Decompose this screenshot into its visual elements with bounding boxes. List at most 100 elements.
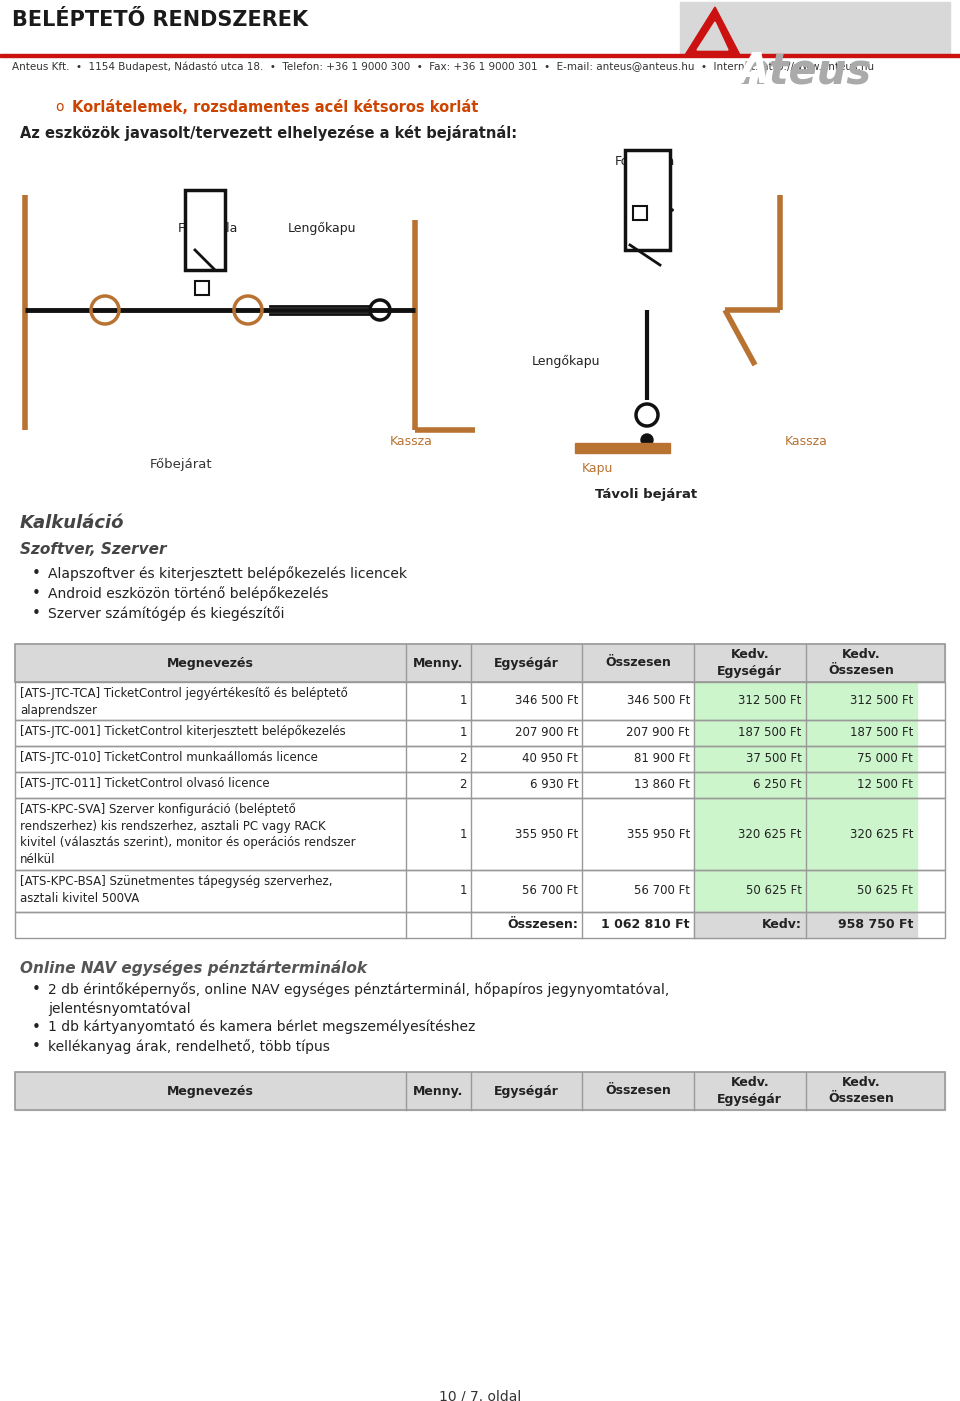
Text: Egységár: Egységár <box>494 657 559 670</box>
Text: 958 750 Ft: 958 750 Ft <box>838 919 913 932</box>
Text: •: • <box>32 607 41 621</box>
Text: Kedv.
Összesen: Kedv. Összesen <box>828 649 894 678</box>
Bar <box>15 644 945 682</box>
Text: Megnevezés: Megnevezés <box>167 657 253 670</box>
Bar <box>15 745 694 772</box>
Bar <box>15 682 945 720</box>
Text: [ATS-JTC-TCA] TicketControl jegyértékesítő és beléptető
alaprendszer: [ATS-JTC-TCA] TicketControl jegyértékesí… <box>20 686 348 717</box>
Bar <box>15 720 945 745</box>
Bar <box>195 282 209 296</box>
Text: nteus: nteus <box>740 50 872 92</box>
Text: 1 db kártyanyomtató és kamera bérlet megszemélyesítéshez: 1 db kártyanyomtató és kamera bérlet meg… <box>48 1020 475 1034</box>
Text: Lengőkapu: Lengőkapu <box>532 354 601 368</box>
Text: Egységár: Egységár <box>494 1084 559 1097</box>
Text: Android eszközön történő belépőkezelés: Android eszközön történő belépőkezelés <box>48 586 328 601</box>
Text: Anteus Kft.  •  1154 Budapest, Nádastó utca 18.  •  Telefon: +36 1 9000 300  •  : Anteus Kft. • 1154 Budapest, Nádastó utc… <box>12 62 875 73</box>
Text: Kalkuláció: Kalkuláció <box>20 514 125 532</box>
Text: Kedv.
Egységár: Kedv. Egységár <box>717 1076 782 1105</box>
Bar <box>15 870 694 912</box>
Bar <box>694 912 917 939</box>
Text: 6 930 Ft: 6 930 Ft <box>530 779 578 792</box>
Text: kellékanyag árak, rendelhető, több típus: kellékanyag árak, rendelhető, több típus <box>48 1040 330 1054</box>
Text: •: • <box>32 566 41 581</box>
Text: Kassza: Kassza <box>785 434 828 448</box>
Text: BELÉPTETŐ RENDSZEREK: BELÉPTETŐ RENDSZEREK <box>12 10 308 29</box>
Text: 40 950 Ft: 40 950 Ft <box>522 752 578 765</box>
Bar <box>694 870 917 912</box>
Text: Kedv.
Összesen: Kedv. Összesen <box>828 1076 894 1105</box>
Text: Online NAV egységes pénztárterminálok: Online NAV egységes pénztárterminálok <box>20 960 367 976</box>
Bar <box>0 0 960 55</box>
Text: Kedv:: Kedv: <box>761 919 802 932</box>
Bar <box>694 720 917 745</box>
Text: 346 500 Ft: 346 500 Ft <box>515 695 578 708</box>
Bar <box>15 870 945 912</box>
Text: Főbejárat: Főbejárat <box>150 458 212 471</box>
Text: 207 900 Ft: 207 900 Ft <box>626 727 690 740</box>
Polygon shape <box>685 7 740 55</box>
Bar <box>15 1072 945 1110</box>
Text: Összesen:: Összesen: <box>508 919 578 932</box>
Text: 56 700 Ft: 56 700 Ft <box>634 884 690 898</box>
Text: 75 000 Ft: 75 000 Ft <box>857 752 913 765</box>
Text: 1: 1 <box>459 727 467 740</box>
Text: [ATS-KPC-SVA] Szerver konfiguráció (beléptető
rendszerhez) kis rendszerhez, aszt: [ATS-KPC-SVA] Szerver konfiguráció (belé… <box>20 803 355 866</box>
Text: 312 500 Ft: 312 500 Ft <box>738 695 802 708</box>
Text: Kapu: Kapu <box>582 462 613 475</box>
Text: A: A <box>738 50 770 92</box>
Text: 1: 1 <box>459 884 467 898</box>
Text: 50 625 Ft: 50 625 Ft <box>746 884 802 898</box>
Bar <box>15 1072 945 1110</box>
Text: 1: 1 <box>459 695 467 708</box>
Text: Korlátelemek, rozsdamentes acél kétsoros korlát: Korlátelemek, rozsdamentes acél kétsoros… <box>72 99 478 115</box>
Bar <box>185 191 225 270</box>
Bar <box>694 745 917 772</box>
Text: Alapszoftver és kiterjesztett belépőkezelés licencek: Alapszoftver és kiterjesztett belépőkeze… <box>48 566 407 581</box>
Text: •: • <box>32 1040 41 1054</box>
Text: 2: 2 <box>459 779 467 792</box>
Text: •: • <box>32 982 41 998</box>
Bar <box>694 772 917 799</box>
Text: 6 250 Ft: 6 250 Ft <box>753 779 802 792</box>
Bar <box>15 772 945 799</box>
Bar <box>15 682 694 720</box>
Text: Forgóvilla: Forgóvilla <box>178 221 238 235</box>
Bar <box>15 644 945 682</box>
Text: 81 900 Ft: 81 900 Ft <box>634 752 690 765</box>
Text: 10 / 7. oldal: 10 / 7. oldal <box>439 1390 521 1401</box>
Text: Szoftver, Szerver: Szoftver, Szerver <box>20 542 166 558</box>
Bar <box>15 912 945 939</box>
Bar <box>633 206 647 220</box>
Text: 346 500 Ft: 346 500 Ft <box>627 695 690 708</box>
Text: Megnevezés: Megnevezés <box>167 1084 253 1097</box>
Bar <box>694 682 917 720</box>
Text: Forgóvilla: Forgóvilla <box>615 156 676 168</box>
Text: [ATS-KPC-BSA] Szünetmentes tápegység szerverhez,
asztali kivitel 500VA: [ATS-KPC-BSA] Szünetmentes tápegység sze… <box>20 876 332 905</box>
Text: Kassza: Kassza <box>390 434 433 448</box>
Text: 320 625 Ft: 320 625 Ft <box>850 828 913 841</box>
Text: 56 700 Ft: 56 700 Ft <box>522 884 578 898</box>
Bar <box>15 799 945 870</box>
Text: [ATS-JTC-011] TicketControl olvasó licence: [ATS-JTC-011] TicketControl olvasó licen… <box>20 778 270 790</box>
Polygon shape <box>697 22 728 50</box>
Bar <box>15 772 694 799</box>
Text: 1 062 810 Ft: 1 062 810 Ft <box>601 919 690 932</box>
Text: Összesen: Összesen <box>605 657 671 670</box>
Text: 312 500 Ft: 312 500 Ft <box>850 695 913 708</box>
Text: 13 860 Ft: 13 860 Ft <box>634 779 690 792</box>
Bar <box>680 1 950 55</box>
Bar <box>15 745 945 772</box>
Text: •: • <box>32 1020 41 1035</box>
Bar <box>625 150 670 249</box>
Bar <box>15 720 694 745</box>
Bar <box>0 55 960 57</box>
Bar <box>15 799 694 870</box>
Text: Menny.: Menny. <box>413 657 464 670</box>
Text: Összesen: Összesen <box>605 1084 671 1097</box>
Text: •: • <box>32 586 41 601</box>
Text: 50 625 Ft: 50 625 Ft <box>857 884 913 898</box>
Text: 37 500 Ft: 37 500 Ft <box>746 752 802 765</box>
Bar <box>575 443 670 453</box>
Text: 187 500 Ft: 187 500 Ft <box>738 727 802 740</box>
Text: Szerver számítógép és kiegészítői: Szerver számítógép és kiegészítői <box>48 607 284 621</box>
